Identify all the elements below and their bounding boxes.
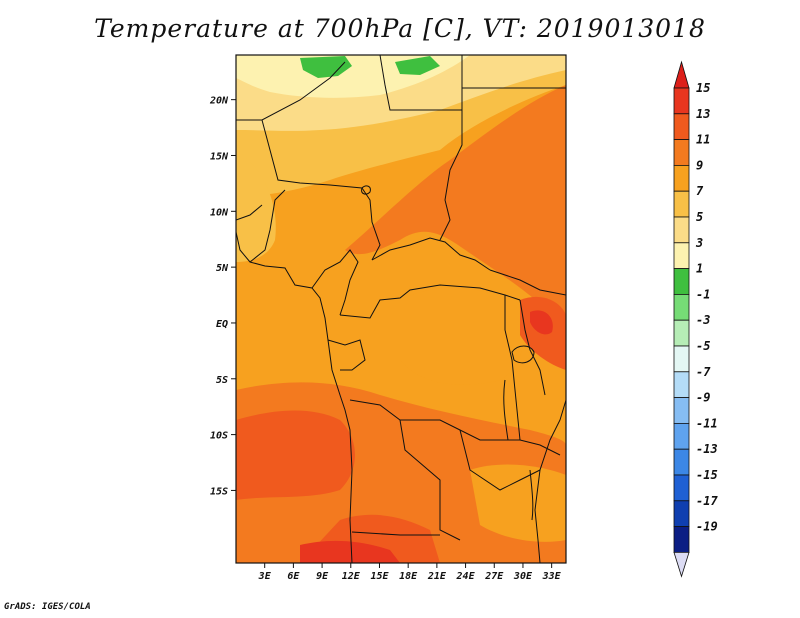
- field-band-15-plus-east: [530, 310, 553, 335]
- border-congo-drc: [339, 284, 521, 319]
- border-nigeria: [249, 189, 286, 263]
- border-drc-east: [504, 295, 521, 441]
- coastline-west: [236, 231, 353, 563]
- colorbar-top-arrow: [673, 60, 690, 89]
- latitude-axis: 20N 15N 10N 5N EQ 5S 10S 15S: [209, 96, 236, 497]
- border-angola-zambia: [399, 419, 461, 541]
- map-frame: [235, 54, 567, 564]
- colorbar-swatch: [673, 268, 690, 295]
- field-band-15-plus-south: [300, 540, 400, 563]
- border-zambia-malawi: [459, 429, 541, 491]
- colorbar-label: -17: [696, 494, 718, 508]
- lat-tick-label: 15S: [210, 486, 228, 497]
- colorbar-swatch: [673, 293, 690, 321]
- lon-tick-label: 30E: [513, 571, 533, 582]
- lat-tick-label: 10N: [210, 207, 229, 218]
- border-niger-chad: [361, 187, 381, 261]
- lake-tanganyika: [503, 379, 509, 441]
- border-drc-south: [349, 399, 520, 441]
- colorbar-label: -15: [696, 468, 718, 482]
- lon-tick-label: 24E: [456, 571, 476, 582]
- border-mali-niger: [261, 119, 363, 189]
- colorbar-label: 5: [696, 210, 703, 224]
- colorbar-label: -1: [696, 287, 710, 301]
- colorbar-swatch: [673, 500, 690, 527]
- colorbar-label: 15: [696, 81, 710, 95]
- colorbar-label: 7: [696, 184, 704, 198]
- field-band-9-11-center: [400, 287, 524, 385]
- colorbar-swatch: [673, 526, 690, 553]
- lake-malawi: [529, 469, 534, 521]
- colorbar-swatch: [673, 422, 690, 450]
- border-tanzania: [519, 439, 561, 456]
- lon-tick-label: 6E: [287, 571, 300, 582]
- lat-tick-label: 20N: [209, 96, 229, 107]
- grads-credit: GrADS: IGES/COLA: [4, 602, 91, 612]
- field-band-7-9-west: [236, 150, 276, 262]
- political-borders: [236, 55, 566, 563]
- colorbar-swatch: [673, 164, 690, 192]
- border-algeria-niger: [236, 61, 346, 121]
- border-sudan-south: [489, 269, 566, 296]
- border-libya-chad: [379, 55, 463, 111]
- border-west-small: [236, 204, 263, 221]
- colorbar-swatch: [673, 397, 690, 424]
- colorbar-swatch: [673, 242, 690, 270]
- colorbar-swatch: [673, 448, 690, 476]
- lon-tick-label: 12E: [342, 571, 361, 582]
- colorbar-label: 11: [696, 133, 710, 147]
- lon-tick-label: 18E: [399, 571, 418, 582]
- colorbar-swatch: [673, 87, 690, 115]
- colorbar-swatch: [673, 345, 690, 373]
- field-band-13-15-south: [236, 410, 440, 563]
- temperature-field: [236, 55, 566, 563]
- border-car: [371, 237, 491, 271]
- lon-tick-label: 33E: [542, 571, 562, 582]
- colorbar-label: 1: [696, 262, 703, 276]
- field-band-11-13-east: [345, 85, 566, 330]
- colorbar-label: 9: [696, 158, 703, 172]
- colorbar-label: -9: [696, 391, 710, 405]
- border-cameroon: [311, 249, 359, 316]
- border-angola-namibia: [351, 531, 440, 536]
- colorbar-label: 13: [696, 107, 710, 121]
- colorbar-swatch: [673, 190, 690, 218]
- colorbar-swatch: [673, 113, 690, 141]
- colorbar-swatch: [673, 216, 690, 244]
- colorbar-label: -3: [696, 313, 710, 327]
- colorbar-label: -11: [696, 416, 718, 430]
- colorbar-swatch: [673, 371, 690, 398]
- colorbar-swatch: [673, 139, 690, 166]
- colorbar-bottom-arrow: [673, 552, 690, 578]
- colorbar: 15 13 11 9 7 5 3 1 -1 -3 -5 -7 -9 -11 -13 -15 -17 -19: [673, 60, 718, 578]
- colorbar-label: -7: [696, 365, 711, 379]
- lon-tick-label: 3E: [258, 571, 272, 582]
- lat-tick-label: EQ: [216, 319, 228, 330]
- lon-tick-label: 15E: [370, 571, 389, 582]
- lat-tick-label: 10S: [210, 431, 228, 442]
- lat-tick-label: 5N: [216, 263, 229, 274]
- colorbar-swatch: [673, 319, 690, 347]
- lon-tick-label: 27E: [484, 571, 504, 582]
- colorbar-label: -5: [696, 339, 710, 353]
- border-gabon: [327, 339, 366, 371]
- longitude-axis: 3E 6E 9E 12E 15E 18E 21E 24E 27E 30E 33E: [258, 563, 562, 582]
- map-title: Temperature at 700hPa [C], VT: 201901301…: [94, 14, 706, 43]
- border-chad-sudan: [439, 110, 463, 241]
- field-band-9-11-southeast: [470, 464, 566, 542]
- lake-victoria: [511, 345, 535, 364]
- lat-tick-label: 5S: [216, 375, 228, 386]
- lat-tick-label: 15N: [210, 151, 229, 162]
- colorbar-label: -13: [696, 442, 718, 456]
- colorbar-swatch: [673, 474, 690, 502]
- colorbar-label: -19: [696, 520, 718, 534]
- lon-tick-label: 21E: [427, 571, 447, 582]
- colorbar-label: 3: [695, 236, 703, 250]
- lake-chad: [361, 185, 371, 195]
- border-uganda-kenya: [519, 299, 546, 396]
- lon-tick-label: 9E: [316, 571, 329, 582]
